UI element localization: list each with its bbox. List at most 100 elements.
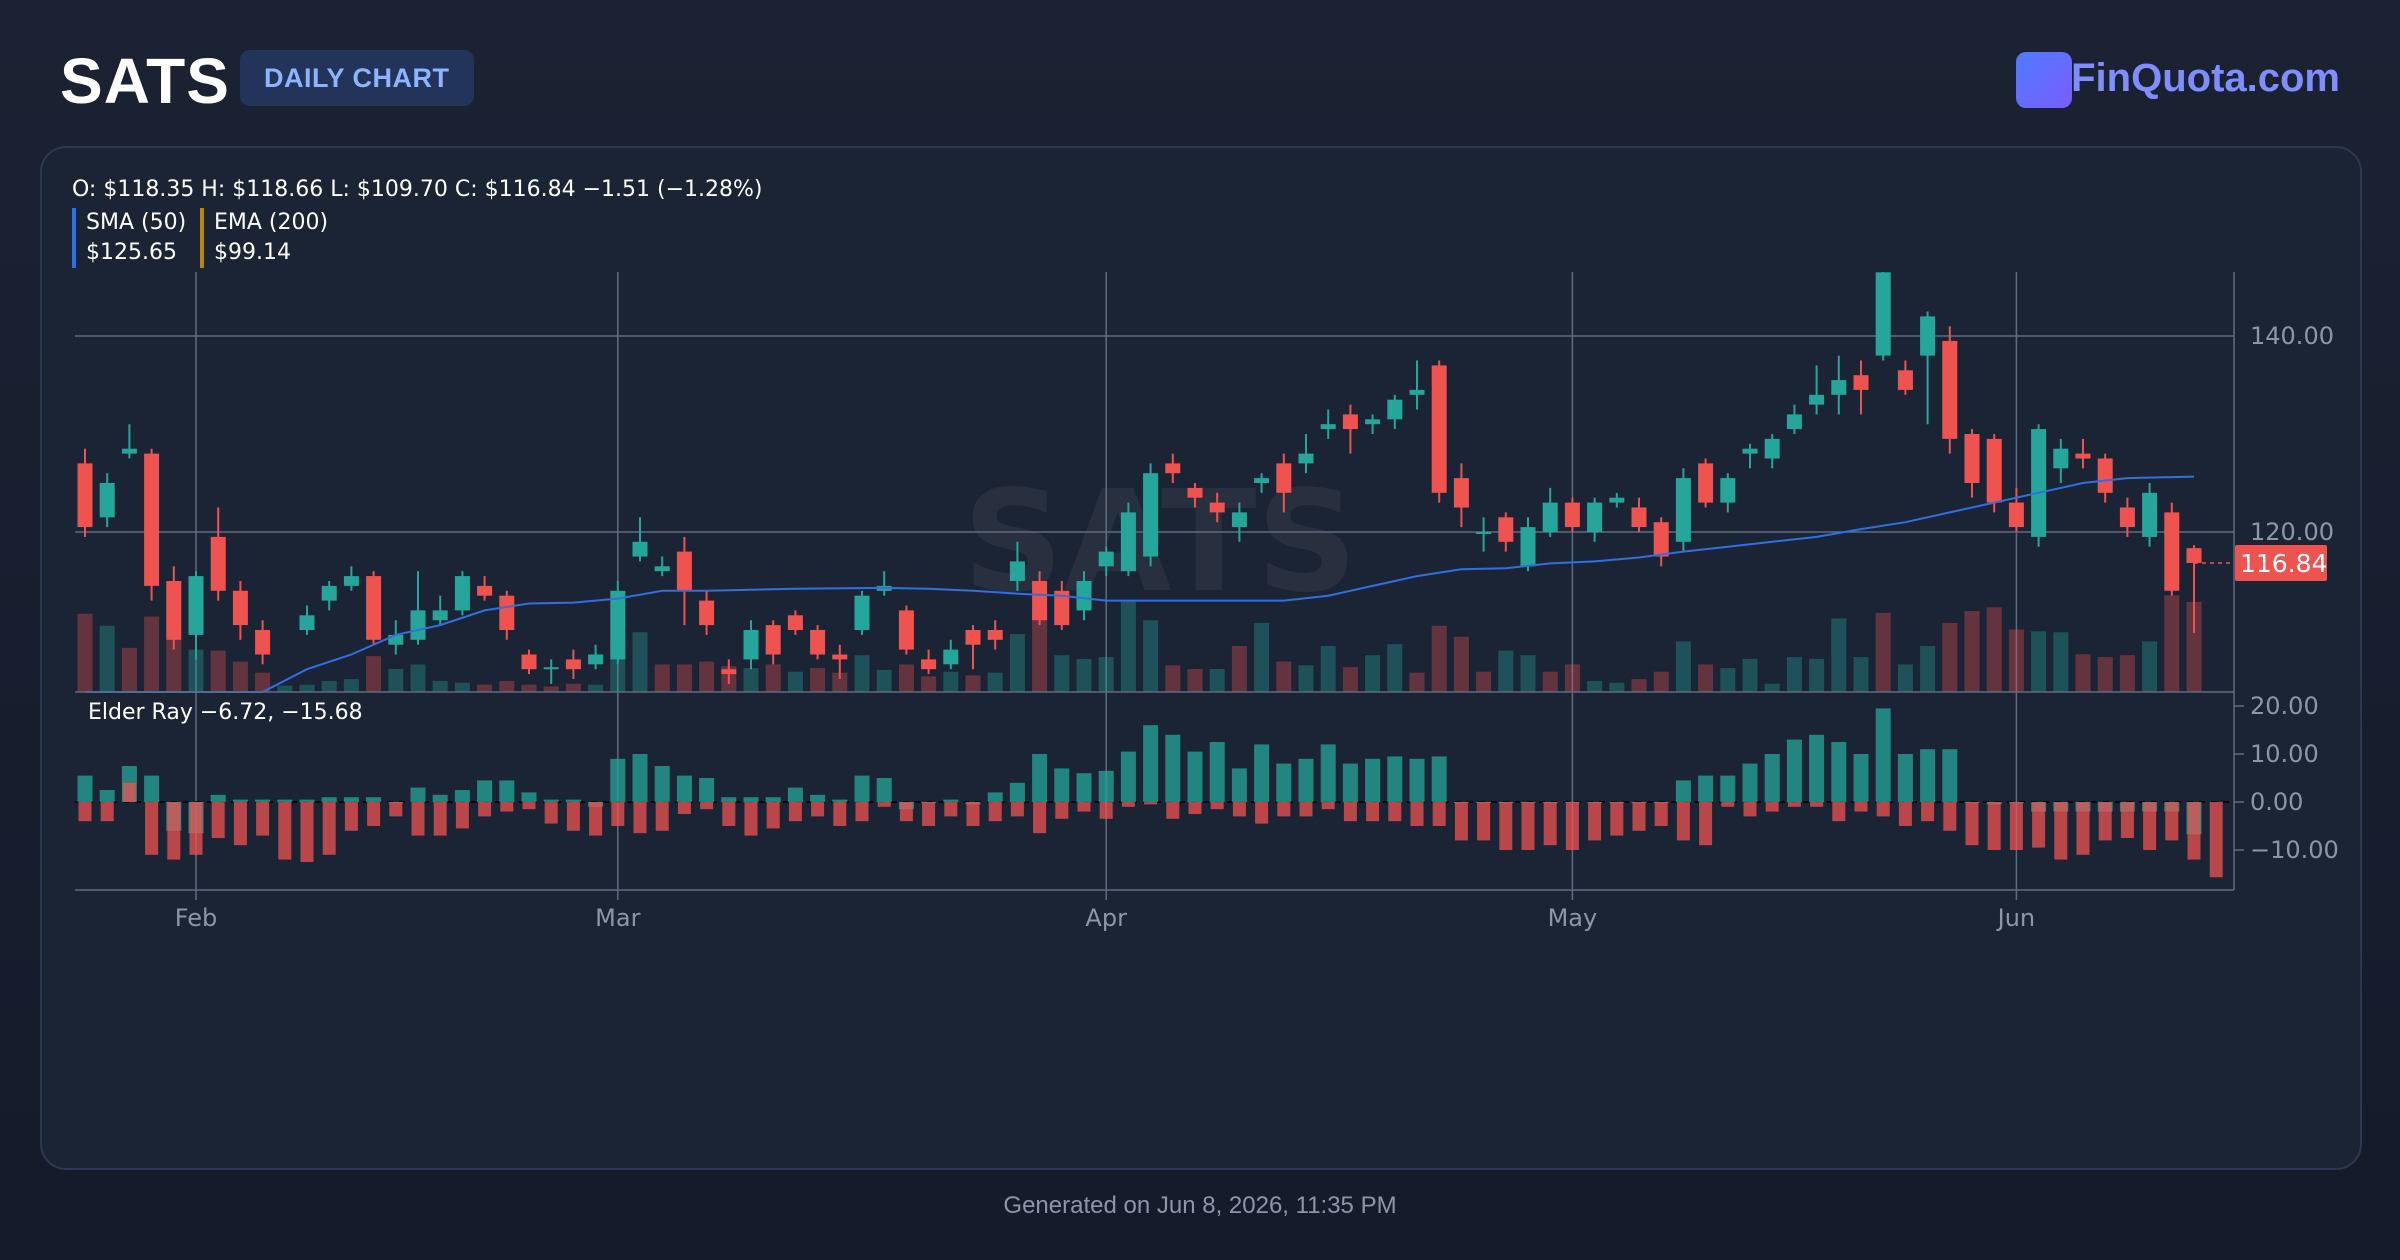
volume-bar	[1520, 655, 1536, 692]
volume-bar	[454, 682, 470, 692]
candle-body	[410, 610, 426, 640]
bull-power-bar	[1365, 758, 1381, 802]
bear-power-bar	[322, 802, 336, 855]
volume-bar	[343, 679, 359, 692]
last-price-label: 116.84	[2240, 549, 2327, 578]
candle-body	[1165, 463, 1181, 474]
candle-body	[743, 630, 759, 660]
bear-power-bar	[988, 802, 1002, 822]
bear-power-bar	[655, 802, 669, 831]
bear-power-bar	[1499, 802, 1513, 850]
candle-body	[1809, 394, 1825, 405]
volume-bar	[521, 684, 537, 692]
bear-power-bar	[922, 802, 936, 826]
chart-card	[40, 146, 2362, 1170]
candle-body	[1942, 340, 1958, 439]
volume-bar	[2119, 655, 2135, 692]
candle-body	[2186, 548, 2202, 563]
volume-bar	[1054, 655, 1070, 692]
bear-power-bar	[1366, 802, 1380, 822]
bull-power-bar	[1675, 780, 1691, 802]
candle-body	[1143, 473, 1159, 557]
legend-sma-value: $125.65	[86, 240, 177, 265]
volume-bar	[743, 668, 759, 692]
bear-power-bar	[1121, 802, 1135, 807]
bull-power-bar	[1875, 708, 1891, 802]
bull-power-bar	[543, 799, 559, 802]
bull-power-bar	[477, 780, 493, 802]
volume-bar	[1254, 623, 1270, 692]
volume-bar	[299, 684, 315, 692]
brand-name[interactable]: FinQuota.com	[2071, 56, 2340, 100]
volume-bar	[987, 672, 1003, 692]
bull-power-bar	[721, 797, 737, 802]
bull-power-bar	[366, 797, 382, 802]
volume-bar	[1209, 669, 1225, 692]
candle-body	[1076, 581, 1092, 611]
bear-power-bar	[522, 802, 536, 810]
bull-power-bar	[77, 775, 93, 802]
price-tick-label: 120.00	[2250, 518, 2334, 546]
bear-power-bar	[367, 802, 381, 826]
brand-logo-icon	[2016, 52, 2072, 108]
header: SATS DAILY CHART FinQuota.com	[60, 40, 2340, 120]
bear-power-bar	[2098, 802, 2112, 841]
volume-bar	[699, 661, 715, 692]
candle-body	[1498, 517, 1514, 542]
volume-bar	[410, 664, 426, 692]
volume-bar	[2097, 657, 2113, 692]
bear-power-bar	[1166, 802, 1180, 819]
volume-bar	[1320, 646, 1336, 692]
candle-body	[299, 615, 315, 630]
last-price-marker	[2235, 544, 2327, 581]
legend-ema[interactable]: EMA (200) $99.14	[200, 208, 328, 268]
bull-power-bar	[1942, 749, 1958, 802]
bull-power-bar	[987, 792, 1003, 802]
volume-bar	[277, 685, 293, 692]
volume-bar	[1764, 683, 1780, 692]
bear-power-bar	[1721, 802, 1735, 807]
bear-power-bar	[278, 802, 292, 860]
volume-bar	[1675, 641, 1691, 692]
volume-bar	[2142, 641, 2158, 692]
volume-bar	[166, 638, 182, 692]
elder-tick-label: 0.00	[2250, 788, 2303, 816]
volume-bar	[787, 671, 803, 692]
volume-bar	[965, 675, 981, 692]
candle-body	[1875, 272, 1891, 356]
volume-bar	[321, 680, 337, 692]
volume-bar	[632, 632, 648, 692]
volume-bar	[366, 656, 382, 692]
bull-power-bar	[1209, 742, 1225, 802]
candle-body	[1409, 389, 1425, 395]
legend-sma[interactable]: SMA (50) $125.65	[72, 208, 186, 268]
bear-power-bar	[2076, 802, 2090, 855]
candle-body	[632, 541, 648, 557]
volume-bar	[1187, 669, 1203, 692]
candle-body	[499, 595, 515, 630]
bull-power-bar	[99, 790, 115, 802]
bear-power-bar	[1410, 802, 1424, 826]
candle-body	[232, 590, 248, 626]
sma-50-line	[85, 475, 2195, 693]
bear-power-bar	[855, 802, 869, 822]
bull-power-bar	[1831, 742, 1847, 802]
bull-power-bar	[1120, 751, 1136, 802]
volume-bar	[1076, 658, 1092, 692]
volume-bar	[1498, 650, 1514, 692]
timeframe-badge[interactable]: DAILY CHART	[240, 50, 474, 106]
volume-bar	[921, 676, 937, 692]
volume-bar	[1875, 612, 1891, 692]
bear-power-bar	[589, 802, 603, 836]
volume-bar	[388, 669, 404, 692]
candle-body	[1520, 527, 1536, 567]
legend-ema-value: $99.14	[214, 240, 291, 265]
candlestick-series[interactable]	[77, 272, 2202, 684]
bull-power-bar	[1231, 768, 1247, 802]
volume-bar	[210, 650, 226, 692]
candle-body	[854, 595, 870, 630]
bear-power-bar	[1099, 802, 1113, 819]
bear-power-bar	[1343, 802, 1357, 822]
candle-body	[255, 630, 271, 655]
